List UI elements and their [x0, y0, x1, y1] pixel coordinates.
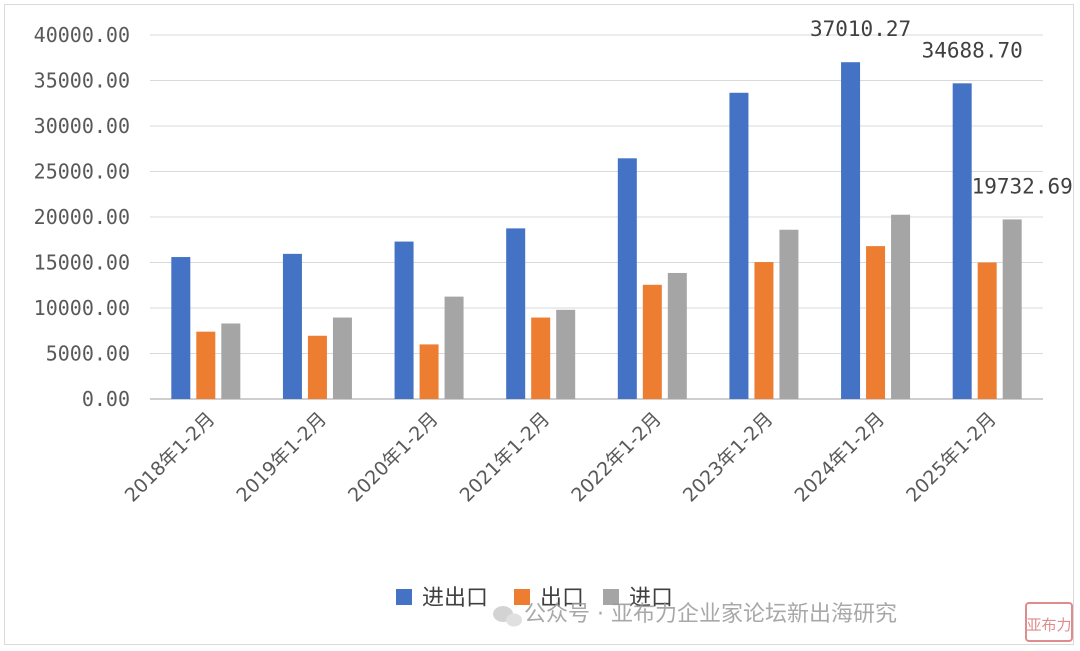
x-tick-label: 2025年1-2月 — [902, 408, 1001, 507]
bar-import — [556, 309, 576, 399]
bar-total — [952, 83, 972, 400]
watermark-text: 公众号 · 亚布力企业家论坛新出海研究 — [524, 602, 897, 627]
legend-swatch — [514, 589, 530, 605]
seal-stamp: 亚布力 — [1025, 602, 1073, 642]
x-tick-label: 2018年1-2月 — [121, 408, 220, 507]
bar-total — [506, 228, 526, 399]
watermark: 公众号 · 亚布力企业家论坛新出海研究 亚布力 — [493, 602, 1073, 642]
bars — [171, 62, 1022, 400]
legend-label: 出口 — [540, 586, 584, 611]
bar-total — [171, 257, 191, 399]
bar-import — [221, 323, 241, 399]
bar-export — [642, 284, 662, 399]
legend-label: 进口 — [629, 586, 673, 611]
x-tick-label: 2021年1-2月 — [456, 408, 555, 507]
bar-import — [332, 317, 352, 399]
bar-total — [841, 62, 861, 399]
bar-import — [1002, 219, 1022, 399]
bar-total — [282, 253, 302, 399]
y-tick-label: 40000.00 — [34, 23, 130, 47]
y-axis-tick-labels: 0.00 5000.00 10000.00 15000.00 20000.00 25000… — [34, 23, 130, 411]
y-tick-label: 0.00 — [82, 387, 130, 411]
bar-export — [977, 262, 997, 399]
seal-text: 亚布力 — [1026, 616, 1071, 634]
bar-import — [667, 272, 687, 399]
bar-export — [196, 331, 216, 399]
y-tick-label: 10000.00 — [34, 296, 130, 320]
x-axis-tick-labels: 2018年1-2月 2019年1-2月 2020年1-2月 2021年1-2月 2022… — [121, 408, 1001, 507]
wechat-icon — [493, 606, 522, 627]
x-tick-label: 2023年1-2月 — [679, 408, 778, 507]
legend: 进出口 出口 进口 — [396, 586, 673, 611]
legend-swatch — [603, 589, 619, 605]
bar-import — [891, 214, 911, 399]
x-tick-label: 2024年1-2月 — [791, 408, 890, 507]
bar-total — [394, 241, 414, 399]
bar-total — [729, 92, 749, 399]
bar-export — [307, 335, 327, 399]
y-tick-label: 35000.00 — [34, 69, 130, 93]
data-label: 37010.27 — [810, 17, 911, 41]
y-tick-label: 15000.00 — [34, 251, 130, 275]
data-label: 34688.70 — [922, 38, 1023, 62]
x-tick-label: 2022年1-2月 — [567, 408, 666, 507]
legend-label: 进出口 — [422, 586, 488, 611]
data-labels: 37010.27 34688.70 19732.69 — [810, 17, 1073, 198]
y-tick-label: 20000.00 — [34, 205, 130, 229]
bar-export — [531, 317, 551, 399]
y-tick-label: 5000.00 — [46, 342, 130, 366]
bar-export — [419, 344, 439, 399]
bar-export — [754, 262, 774, 399]
data-label: 19732.69 — [972, 174, 1073, 198]
bar-export — [866, 246, 886, 399]
y-tick-label: 25000.00 — [34, 160, 130, 184]
bar-import — [779, 229, 799, 399]
bar-total — [617, 158, 637, 399]
legend-swatch — [396, 589, 412, 605]
x-tick-label: 2019年1-2月 — [232, 408, 331, 507]
bar-import — [444, 296, 464, 399]
x-tick-label: 2020年1-2月 — [344, 408, 443, 507]
y-tick-label: 30000.00 — [34, 114, 130, 138]
